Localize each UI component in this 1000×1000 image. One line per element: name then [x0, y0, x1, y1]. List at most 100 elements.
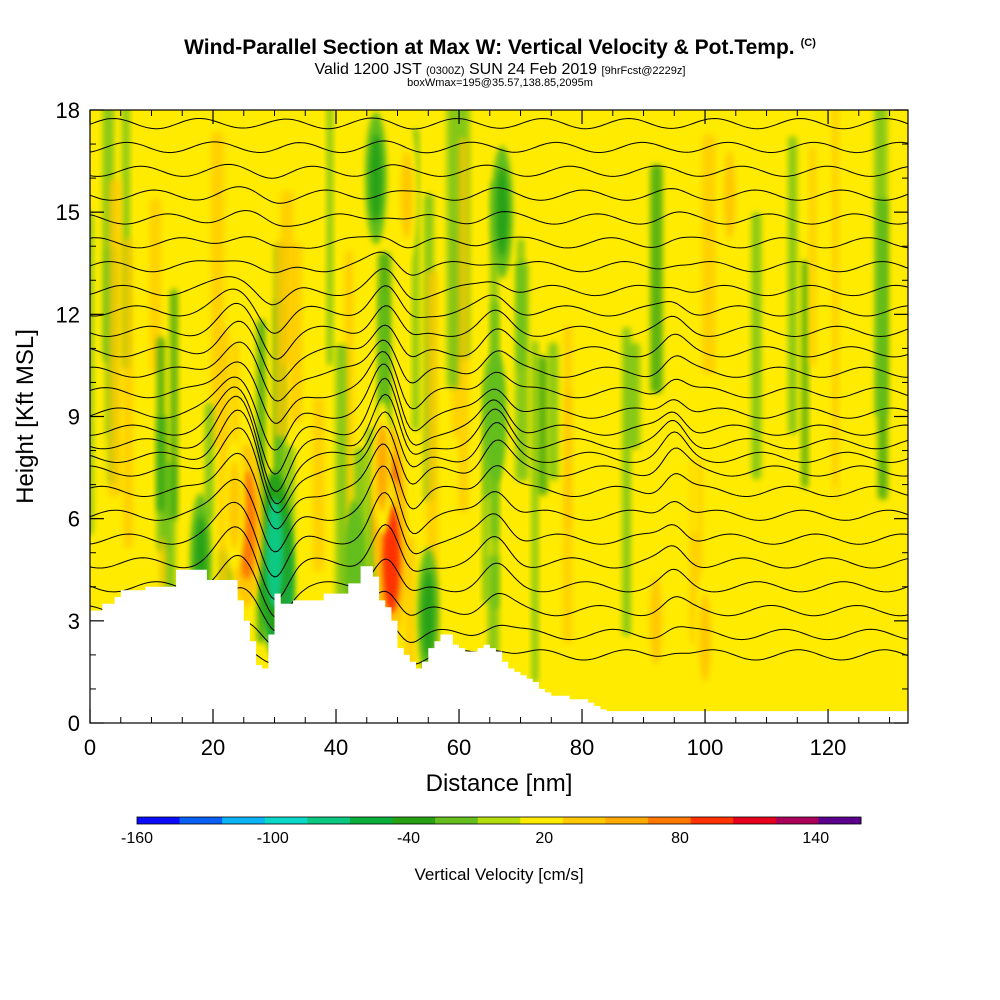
theta-contour: [90, 491, 908, 578]
colorbar-swatch: [477, 817, 521, 824]
colorbar-swatch: [392, 817, 436, 824]
velocity-features: [189, 111, 741, 705]
subtitle-date: SUN 24 Feb 2019: [469, 61, 598, 78]
y-tick-label: 18: [56, 98, 80, 123]
theta-contour: [90, 523, 908, 600]
theta-contour: [90, 363, 908, 451]
theta-contour: [90, 393, 908, 492]
x-tick-label: 20: [201, 735, 225, 760]
colorbar-swatch: [562, 817, 606, 824]
velocity-streak: [149, 198, 161, 374]
colorbar-swatch: [520, 817, 564, 824]
velocity-streak: [537, 355, 548, 496]
colorbar-tick-label: 80: [671, 830, 689, 847]
velocity-streak: [517, 238, 525, 368]
colorbar-swatch: [349, 817, 394, 824]
theta-contour: [90, 186, 908, 204]
chart-subtitle: Valid 1200 JST (0300Z) SUN 24 Feb 2019 […: [0, 61, 1000, 79]
velocity-feature: [382, 505, 401, 615]
velocity-streak: [204, 402, 214, 521]
y-tick-label: 15: [56, 200, 80, 225]
theta-contour: [90, 425, 908, 514]
velocity-streak: [326, 110, 333, 366]
y-tick-label: 9: [68, 405, 80, 430]
velocity-feature: [228, 460, 241, 550]
colorbar-swatch: [222, 817, 266, 824]
y-tick-label: 12: [56, 302, 80, 327]
theta-contour: [90, 210, 908, 227]
velocity-streak: [156, 336, 165, 512]
colorbar: -160 -100 -40 20 80 140 Vertical Velocity [cm/…: [121, 816, 862, 884]
velocity-streak: [830, 485, 840, 683]
plot-area: [90, 110, 908, 723]
y-tick-label: 0: [68, 711, 80, 736]
terrain: [90, 566, 908, 723]
x-tick-label: 80: [570, 735, 594, 760]
colorbar-tick-label: -40: [397, 830, 420, 847]
colorbar-swatch: [818, 817, 862, 824]
theta-contour: [90, 320, 908, 382]
x-tick-label: 100: [687, 735, 724, 760]
title-text: Wind-Parallel Section at Max W: Vertical…: [184, 36, 795, 59]
colorbar-swatch: [733, 817, 777, 824]
colorbar-title: Vertical Velocity [cm/s]: [414, 865, 583, 884]
velocity-streak: [874, 110, 888, 417]
theta-contour: [90, 235, 908, 249]
copyright-mark: (C): [800, 37, 816, 49]
colorbar-swatch: [179, 817, 223, 824]
velocity-feature: [265, 498, 284, 608]
velocity-feature: [649, 576, 662, 666]
colorbar-swatch: [435, 817, 479, 824]
velocity-streak: [100, 434, 109, 627]
colorbar-swatch: [307, 817, 351, 824]
velocity-feature: [489, 372, 502, 461]
colorbar-swatch: [264, 817, 308, 824]
velocity-streak: [788, 136, 798, 435]
x-tick-label: 0: [84, 735, 96, 760]
velocity-streak: [487, 555, 499, 658]
velocity-streak: [90, 211, 94, 536]
velocity-streak: [313, 398, 325, 572]
box-info-line: boxWmax=195@35.57,138.85,2095m: [407, 77, 593, 89]
colorbar-tick-label: -160: [121, 830, 153, 847]
theta-contour: [90, 268, 908, 306]
velocity-streak: [751, 211, 762, 480]
x-axis-title: Distance [nm]: [426, 770, 573, 797]
theta-contour: [90, 377, 908, 475]
theta-contour: [90, 117, 908, 130]
velocity-streak: [702, 134, 716, 375]
velocity-streak: [335, 344, 348, 607]
subtitle-utc: (0300Z): [426, 65, 465, 77]
theta-contour: [90, 302, 908, 360]
theta-contour: [90, 251, 908, 276]
theta-contours: [90, 117, 908, 665]
theta-contour: [90, 339, 908, 402]
theta-contour: [90, 443, 908, 530]
theta-contour: [90, 285, 908, 334]
velocity-streak: [280, 190, 294, 366]
colorbar-tick-label: 20: [535, 830, 553, 847]
velocity-streak: [531, 340, 539, 684]
subtitle-valid-time: Valid 1200 JST: [314, 61, 422, 78]
y-tick-label: 6: [68, 507, 80, 532]
velocity-feature: [723, 150, 736, 240]
velocity-streak: [679, 412, 688, 654]
theta-contour: [90, 465, 908, 553]
colorbar-tick-label: 140: [802, 830, 829, 847]
colorbar-swatch: [690, 817, 734, 824]
velocity-feature: [376, 423, 389, 512]
colorbar-swatch: [775, 817, 819, 824]
colorbar-tick-label: -100: [257, 830, 289, 847]
velocity-streak: [809, 146, 817, 367]
axes: 0 20 40 60 80 100 120 0 3 6 9 12 15 18 Distance [nm] He…: [12, 98, 908, 797]
velocity-feature: [422, 569, 435, 659]
velocity-streak: [446, 110, 461, 389]
x-tick-label: 40: [324, 735, 348, 760]
velocity-streak: [458, 137, 469, 514]
velocity-streak: [628, 342, 641, 450]
x-tick-label: 120: [810, 735, 847, 760]
theta-contour: [90, 409, 908, 505]
colorbar-swatch: [137, 817, 181, 824]
y-axis-title: Height [Kft MSL]: [12, 329, 39, 504]
velocity-streak: [108, 178, 122, 497]
